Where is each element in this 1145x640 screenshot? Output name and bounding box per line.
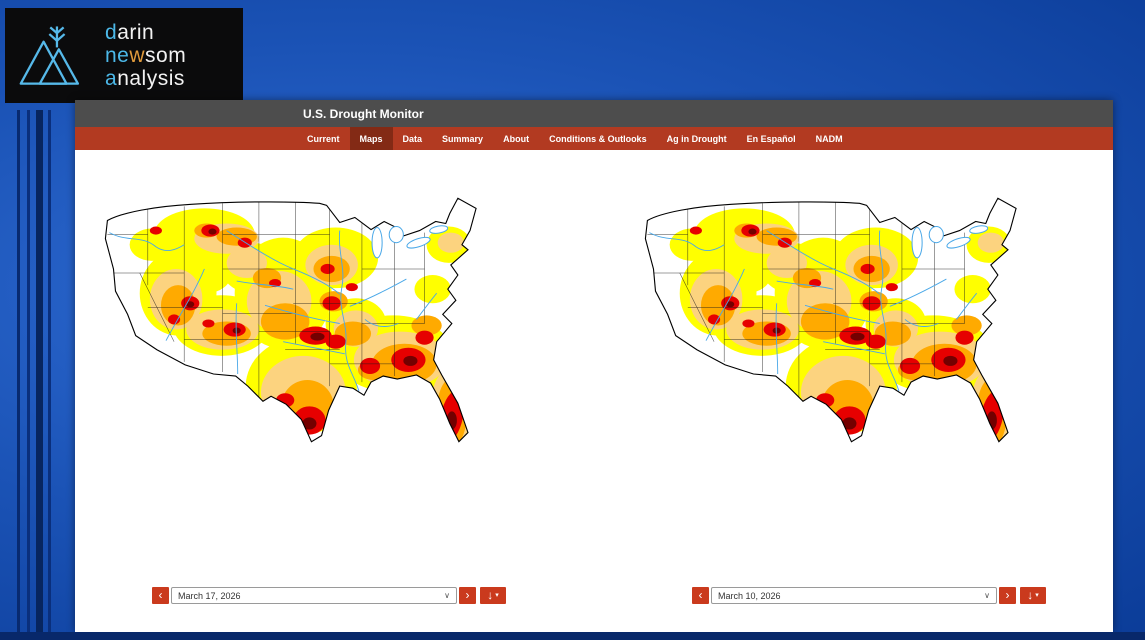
caret-down-icon: ▾ — [1035, 592, 1039, 599]
map-column-previous: ‹ March 10, 2026 ∨ › ↓ ▾ — [625, 172, 1090, 604]
page-title: U.S. Drought Monitor — [303, 106, 424, 121]
logo-word-analysis: analysis — [105, 67, 185, 90]
prev-week-button[interactable]: ‹ — [692, 587, 709, 604]
nav-nadm[interactable]: NADM — [815, 133, 843, 144]
nav-data[interactable]: Data — [402, 133, 423, 144]
nav-conditions-outlooks[interactable]: Conditions & Outlooks — [549, 133, 647, 144]
date-select-current[interactable]: March 17, 2026 ∨ — [171, 587, 457, 604]
next-week-button[interactable]: › — [999, 587, 1016, 604]
nav-about[interactable]: About — [503, 133, 530, 144]
nav-summary[interactable]: Summary — [442, 133, 484, 144]
selected-date: March 10, 2026 — [718, 590, 781, 601]
logo-word-darin: darin — [105, 21, 155, 44]
site-header: U.S. Drought Monitor — [75, 100, 1113, 127]
next-week-button[interactable]: › — [459, 587, 476, 604]
nav-ag-in-drought[interactable]: Ag in Drought — [666, 133, 727, 144]
download-button[interactable]: ↓ ▾ — [1020, 587, 1046, 604]
us-drought-map-current — [85, 172, 550, 475]
background-stripe — [17, 110, 20, 640]
background-stripe — [27, 110, 30, 640]
download-icon: ↓ — [487, 588, 494, 602]
date-controls-previous: ‹ March 10, 2026 ∨ › ↓ ▾ — [692, 587, 1090, 604]
site-nav: Current Maps Data Summary About Conditio… — [75, 127, 1113, 150]
logo-word-newsom: newsom — [105, 44, 187, 67]
background-stripe — [36, 110, 43, 640]
download-icon: ↓ — [1027, 588, 1034, 602]
caret-down-icon: ▾ — [495, 592, 499, 599]
nav-current[interactable]: Current — [307, 133, 340, 144]
chevron-down-icon: ∨ — [984, 591, 990, 600]
date-controls-current: ‹ March 17, 2026 ∨ › ↓ ▾ — [152, 587, 550, 604]
us-drought-map-previous — [625, 172, 1090, 475]
date-select-previous[interactable]: March 10, 2026 ∨ — [711, 587, 997, 604]
selected-date: March 17, 2026 — [178, 590, 241, 601]
browser-window: U.S. Drought Monitor Current Maps Data S… — [75, 100, 1113, 632]
prev-week-button[interactable]: ‹ — [152, 587, 169, 604]
bottom-strip — [0, 632, 1145, 640]
chevron-down-icon: ∨ — [444, 591, 450, 600]
wheat-triangles-icon — [19, 25, 80, 85]
logo-text: darin newsom analysis — [105, 21, 186, 90]
nav-maps[interactable]: Maps — [349, 127, 393, 150]
download-button[interactable]: ↓ ▾ — [480, 587, 506, 604]
map-column-current: ‹ March 17, 2026 ∨ › ↓ ▾ — [85, 172, 550, 604]
dna-logo: darin newsom analysis — [5, 8, 243, 103]
nav-en-espanol[interactable]: En Español — [746, 133, 796, 144]
maps-area: ‹ March 17, 2026 ∨ › ↓ ▾ ‹ March 10, 2026… — [75, 172, 1113, 604]
background-stripe — [48, 110, 51, 640]
